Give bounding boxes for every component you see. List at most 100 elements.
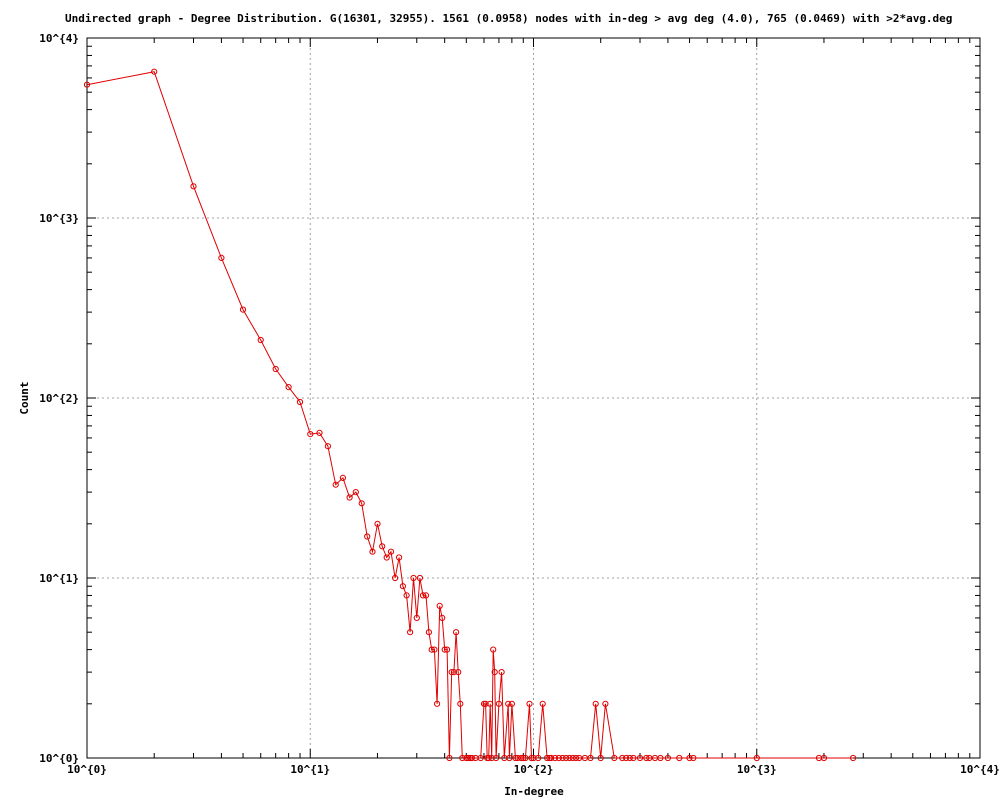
- data-point: [407, 629, 414, 636]
- data-point: [526, 700, 533, 707]
- y-tick-label: 10^{0}: [39, 752, 79, 765]
- data-point: [422, 592, 430, 599]
- data-point: [369, 548, 376, 555]
- data-point: [257, 336, 264, 344]
- data-point: [530, 754, 537, 762]
- data-point: [611, 754, 618, 762]
- data-point: [559, 754, 566, 762]
- data-point: [566, 754, 573, 762]
- y-tick-label: 10^{1}: [39, 572, 79, 585]
- data-point: [419, 592, 427, 599]
- data-point: [555, 754, 563, 762]
- data-point: [364, 533, 371, 540]
- data-point: [686, 754, 693, 762]
- data-point: [151, 68, 158, 75]
- y-axis-label: Count: [18, 381, 31, 414]
- data-point: [307, 431, 314, 438]
- data-point: [753, 754, 760, 762]
- data-point: [403, 592, 410, 599]
- series-polyline: [86, 71, 854, 759]
- data-point: [439, 614, 446, 622]
- series-markers: [83, 68, 857, 762]
- data-point: [434, 700, 441, 707]
- axis-ticks: [86, 38, 980, 759]
- data-point: [539, 700, 546, 707]
- data-point: [425, 629, 432, 636]
- data-point: [285, 384, 292, 391]
- data-point: [602, 700, 609, 707]
- data-point: [332, 481, 339, 488]
- data-point: [552, 754, 559, 762]
- data-point: [339, 474, 346, 481]
- data-point: [572, 754, 580, 762]
- data-point: [446, 754, 453, 762]
- data-point: [465, 754, 472, 762]
- data-point: [190, 183, 197, 190]
- data-point: [493, 754, 500, 762]
- data-point: [485, 754, 492, 762]
- data-point: [379, 543, 386, 550]
- data-point: [518, 754, 525, 762]
- data-point: [83, 81, 91, 88]
- x-tick-label: 10^{1}: [290, 763, 330, 776]
- data-point: [374, 520, 381, 527]
- data-point: [387, 548, 395, 555]
- data-point: [495, 700, 502, 707]
- data-point: [676, 754, 683, 762]
- data-point: [383, 554, 390, 561]
- data-point: [358, 500, 365, 507]
- data-point: [619, 754, 626, 762]
- y-tick-label: 10^{2}: [39, 392, 79, 405]
- x-tick-label: 10^{2}: [514, 763, 554, 776]
- data-point: [399, 583, 406, 590]
- data-point: [528, 754, 535, 762]
- data-point: [272, 365, 279, 373]
- data-point: [490, 646, 497, 653]
- data-point: [587, 754, 594, 762]
- data-point: [428, 646, 435, 653]
- data-point: [491, 669, 498, 676]
- data-point: [850, 754, 857, 762]
- data-point: [453, 629, 460, 636]
- data-point: [520, 754, 527, 762]
- data-point: [352, 489, 359, 496]
- data-point: [239, 306, 247, 313]
- data-point: [630, 754, 637, 762]
- data-point: [346, 494, 353, 501]
- data-point: [488, 754, 495, 762]
- data-point: [544, 754, 551, 762]
- data-point: [690, 754, 697, 762]
- data-point: [324, 443, 331, 450]
- data-point: [498, 669, 505, 676]
- data-point: [636, 754, 644, 762]
- data-point: [623, 754, 630, 762]
- data-point: [392, 574, 399, 582]
- data-point: [448, 669, 455, 676]
- data-point: [548, 754, 555, 762]
- data-point: [563, 754, 570, 762]
- data-point: [657, 754, 664, 762]
- series-line: [86, 71, 854, 759]
- data-point: [218, 254, 225, 261]
- data-point: [482, 700, 489, 707]
- x-axis-label: In-degree: [504, 785, 564, 798]
- data-point: [477, 754, 484, 762]
- data-point: [441, 646, 448, 653]
- data-point: [592, 700, 599, 707]
- data-point: [436, 602, 443, 610]
- data-point: [643, 754, 650, 762]
- data-point: [820, 754, 828, 762]
- data-point: [431, 646, 438, 653]
- data-point: [296, 398, 304, 406]
- data-point: [508, 700, 515, 707]
- data-point: [316, 429, 323, 436]
- x-tick-label: 10^{3}: [737, 763, 777, 776]
- y-tick-label: 10^{3}: [39, 212, 79, 225]
- data-point: [413, 614, 420, 622]
- data-point: [457, 700, 464, 707]
- data-point: [576, 754, 583, 762]
- data-point: [535, 754, 542, 762]
